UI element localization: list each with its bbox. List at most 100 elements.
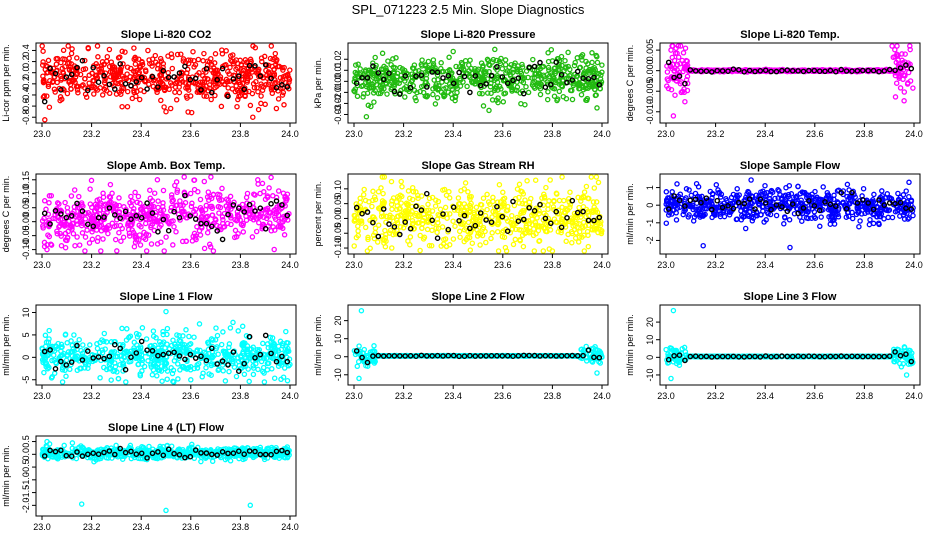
data-point: [107, 74, 114, 80]
data-point: [279, 92, 286, 98]
mean-point: [117, 61, 123, 67]
data-point: [550, 76, 557, 82]
data-point: [210, 248, 217, 254]
mean-point: [526, 64, 533, 71]
data-point: [371, 343, 377, 349]
mean-point: [370, 219, 376, 226]
data-point: [904, 81, 911, 87]
mean-point: [246, 201, 253, 208]
data-point: [502, 57, 509, 63]
mean-point: [488, 72, 495, 79]
data-point: [64, 340, 70, 346]
data-point: [267, 55, 274, 62]
data-point: [206, 59, 213, 65]
data-point: [498, 86, 504, 92]
mean-point: [41, 98, 48, 105]
data-point: [217, 76, 223, 82]
data-point: [287, 67, 293, 73]
data-point: [121, 75, 127, 82]
data-point: [519, 64, 526, 70]
mean-point: [353, 80, 360, 86]
data-point: [116, 209, 123, 215]
data-point: [117, 222, 124, 229]
data-point: [191, 186, 198, 193]
data-point: [566, 72, 573, 79]
data-point: [389, 245, 395, 251]
data-point: [102, 84, 109, 91]
data-point: [98, 248, 104, 254]
data-point: [89, 236, 96, 243]
data-point: [572, 59, 578, 66]
data-point: [87, 342, 93, 348]
data-point: [191, 177, 198, 183]
data-point: [585, 61, 591, 67]
chart-title: Slope Sample Flow: [740, 160, 841, 172]
data-point: [907, 43, 913, 49]
data-point: [401, 85, 407, 92]
data-point: [70, 230, 77, 237]
x-tick-label: 23.0: [33, 260, 51, 270]
data-point: [78, 365, 84, 371]
data-point: [445, 89, 452, 95]
chart-title: Slope Gas Stream RH: [421, 160, 534, 172]
data-point: [673, 217, 680, 223]
y-tick-label: 0: [645, 203, 655, 208]
data-point: [407, 241, 413, 248]
data-point: [271, 375, 278, 381]
data-point: [496, 181, 503, 188]
data-point: [119, 325, 125, 332]
mean-point: [450, 204, 457, 210]
data-point: [242, 93, 248, 100]
data-point: [211, 65, 217, 71]
data-point: [480, 63, 486, 69]
mean-point: [860, 196, 866, 203]
data-point: [64, 209, 71, 215]
data-point: [242, 57, 249, 63]
data-point: [259, 180, 266, 187]
mean-point: [41, 210, 48, 217]
x-tick-label: 23.8: [232, 391, 250, 401]
data-point: [377, 90, 384, 97]
data-point: [526, 199, 533, 205]
data-point: [67, 366, 73, 373]
data-point: [82, 66, 89, 72]
data-point: [430, 86, 436, 92]
data-point: [163, 234, 169, 240]
data-point: [83, 94, 90, 100]
mean-point: [510, 77, 516, 84]
data-point: [433, 197, 439, 203]
mean-point: [445, 73, 452, 79]
x-tick-label: 23.0: [345, 260, 363, 270]
mean-point: [434, 235, 441, 241]
data-point: [99, 59, 106, 65]
data-point: [237, 57, 243, 64]
data-point: [131, 45, 137, 51]
mean-point: [407, 84, 414, 91]
data-point: [707, 188, 714, 195]
data-point: [352, 217, 359, 224]
data-point: [115, 55, 122, 61]
data-point: [280, 67, 286, 73]
data-point: [879, 188, 885, 194]
data-point: [381, 63, 387, 70]
y-tick-label: -0.02: [333, 93, 343, 114]
data-point: [503, 207, 510, 214]
data-point: [120, 234, 127, 241]
data-point: [147, 343, 153, 349]
mean-point: [47, 65, 53, 72]
data-point: [351, 243, 357, 249]
data-point: [149, 372, 156, 378]
data-point: [502, 244, 509, 251]
data-point: [128, 193, 134, 200]
data-point: [143, 336, 150, 342]
outlier-point: [188, 377, 194, 383]
mean-point: [386, 70, 392, 76]
data-point: [185, 109, 191, 115]
data-point: [283, 328, 289, 335]
data-point: [388, 178, 395, 185]
page-title: SPL_071223 2.5 Min. Slope Diagnostics: [351, 2, 585, 17]
data-point: [271, 246, 277, 253]
y-tick-label: 0.15: [21, 171, 31, 189]
data-point: [171, 379, 177, 385]
